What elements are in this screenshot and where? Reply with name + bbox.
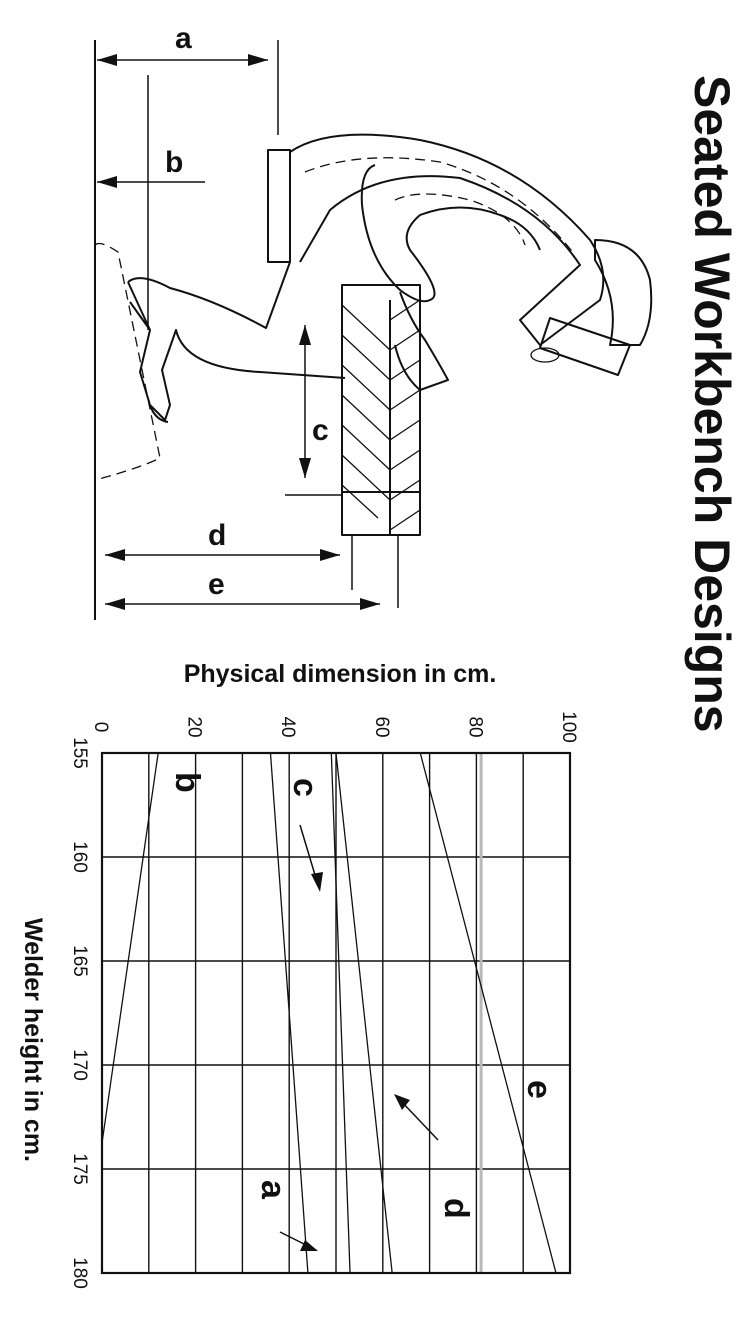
arrow-d-line [399,1099,439,1141]
bench-hatch [341,299,421,531]
series-line-b [102,753,159,1148]
dim-label-c: c [312,414,329,447]
dim-b-arrow [97,176,117,188]
x-tick-170: 170 [69,1049,90,1081]
dim-d-arrow-left [105,549,125,561]
dim-a-arrow-left [97,54,117,66]
dim-d-arrow-right [320,549,340,561]
series-label-a: a [254,1180,292,1200]
series-label-d: d [437,1198,475,1219]
y-tick-60: 60 [371,716,392,737]
x-tick-165: 165 [69,945,90,977]
dim-label-a: a [175,22,192,55]
workbench [341,284,421,536]
y-axis-title: Physical dimension in cm. [184,660,497,688]
y-tick-labels: 0 20 40 60 80 100 [90,711,579,743]
arrow-c-head [311,872,323,892]
dim-c-arrow-top [299,325,311,345]
series-line-e [419,753,557,1273]
dim-e-arrow-left [105,598,125,610]
series-lines [102,753,557,1273]
x-tick-175: 175 [69,1153,90,1185]
chart-title: Seated Workbench Designs [684,75,740,733]
dim-label-e: e [208,568,225,601]
series-line-a [269,753,309,1273]
arrow-a-head [300,1240,318,1251]
chart: Physical dimension in cm. Welder height … [19,660,579,1289]
helmet-vent [530,347,560,363]
series-label-b: b [168,772,206,793]
welder-torso [289,133,605,346]
arrow-d-head [394,1094,410,1110]
x-tick-labels: 155 160 165 170 175 180 [69,737,90,1289]
welder-legs [127,261,346,421]
chair-back [267,149,291,263]
series-label-c: c [286,778,324,797]
dim-a-arrow-right [248,54,268,66]
helmet-visor [539,317,631,376]
series-label-e: e [520,1080,558,1099]
x-tick-180: 180 [69,1257,90,1289]
plot-frame [100,751,572,1275]
dim-label-d: d [208,519,226,552]
y-tick-0: 0 [90,722,111,733]
x-tick-160: 160 [69,841,90,873]
grid [102,753,570,1273]
dim-e-arrow-right [360,598,380,610]
bench-top [341,284,421,536]
x-axis-title: Welder height in cm. [19,918,47,1162]
y-tick-80: 80 [464,716,485,737]
x-tick-155: 155 [69,737,90,769]
series-line-d [335,753,393,1273]
welder-hand [394,291,449,391]
welder-helmet [594,239,653,346]
dim-c-arrow-bottom [299,458,311,478]
welder-arm [360,164,541,303]
arm-inner [394,193,526,246]
welder-illustration: a b c d e [94,22,653,620]
welder-feet [127,281,169,423]
y-tick-20: 20 [184,716,205,737]
dim-label-b: b [165,146,183,179]
stool-outline [94,242,161,481]
y-tick-100: 100 [558,711,579,743]
series-line-c [330,753,351,1273]
y-tick-40: 40 [277,716,298,737]
torso-inner [304,157,576,256]
